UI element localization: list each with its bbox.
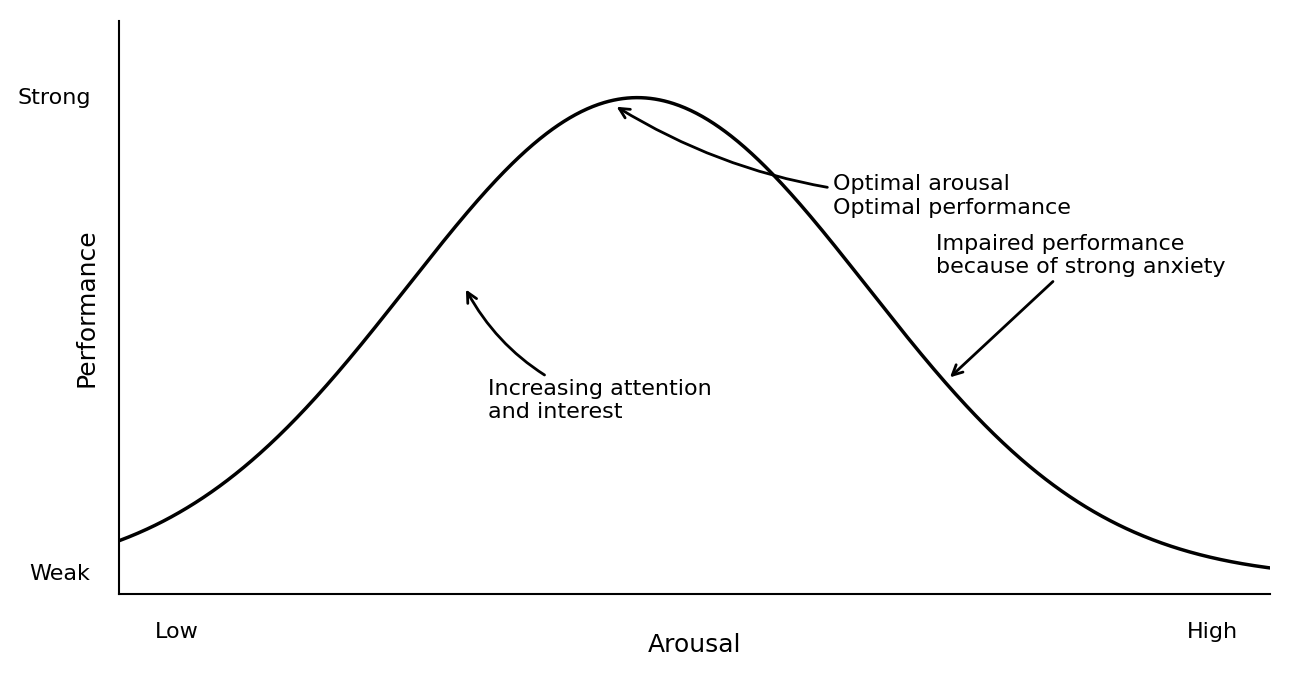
Text: Optimal arousal
Optimal performance: Optimal arousal Optimal performance xyxy=(620,108,1070,218)
Text: High: High xyxy=(1186,622,1238,643)
Text: Strong: Strong xyxy=(17,87,90,108)
X-axis label: Arousal: Arousal xyxy=(648,633,741,657)
Y-axis label: Performance: Performance xyxy=(75,228,98,387)
Text: Increasing attention
and interest: Increasing attention and interest xyxy=(467,292,711,422)
Text: Low: Low xyxy=(155,622,199,643)
Text: Impaired performance
because of strong anxiety: Impaired performance because of strong a… xyxy=(936,234,1226,375)
Text: Weak: Weak xyxy=(30,564,90,584)
